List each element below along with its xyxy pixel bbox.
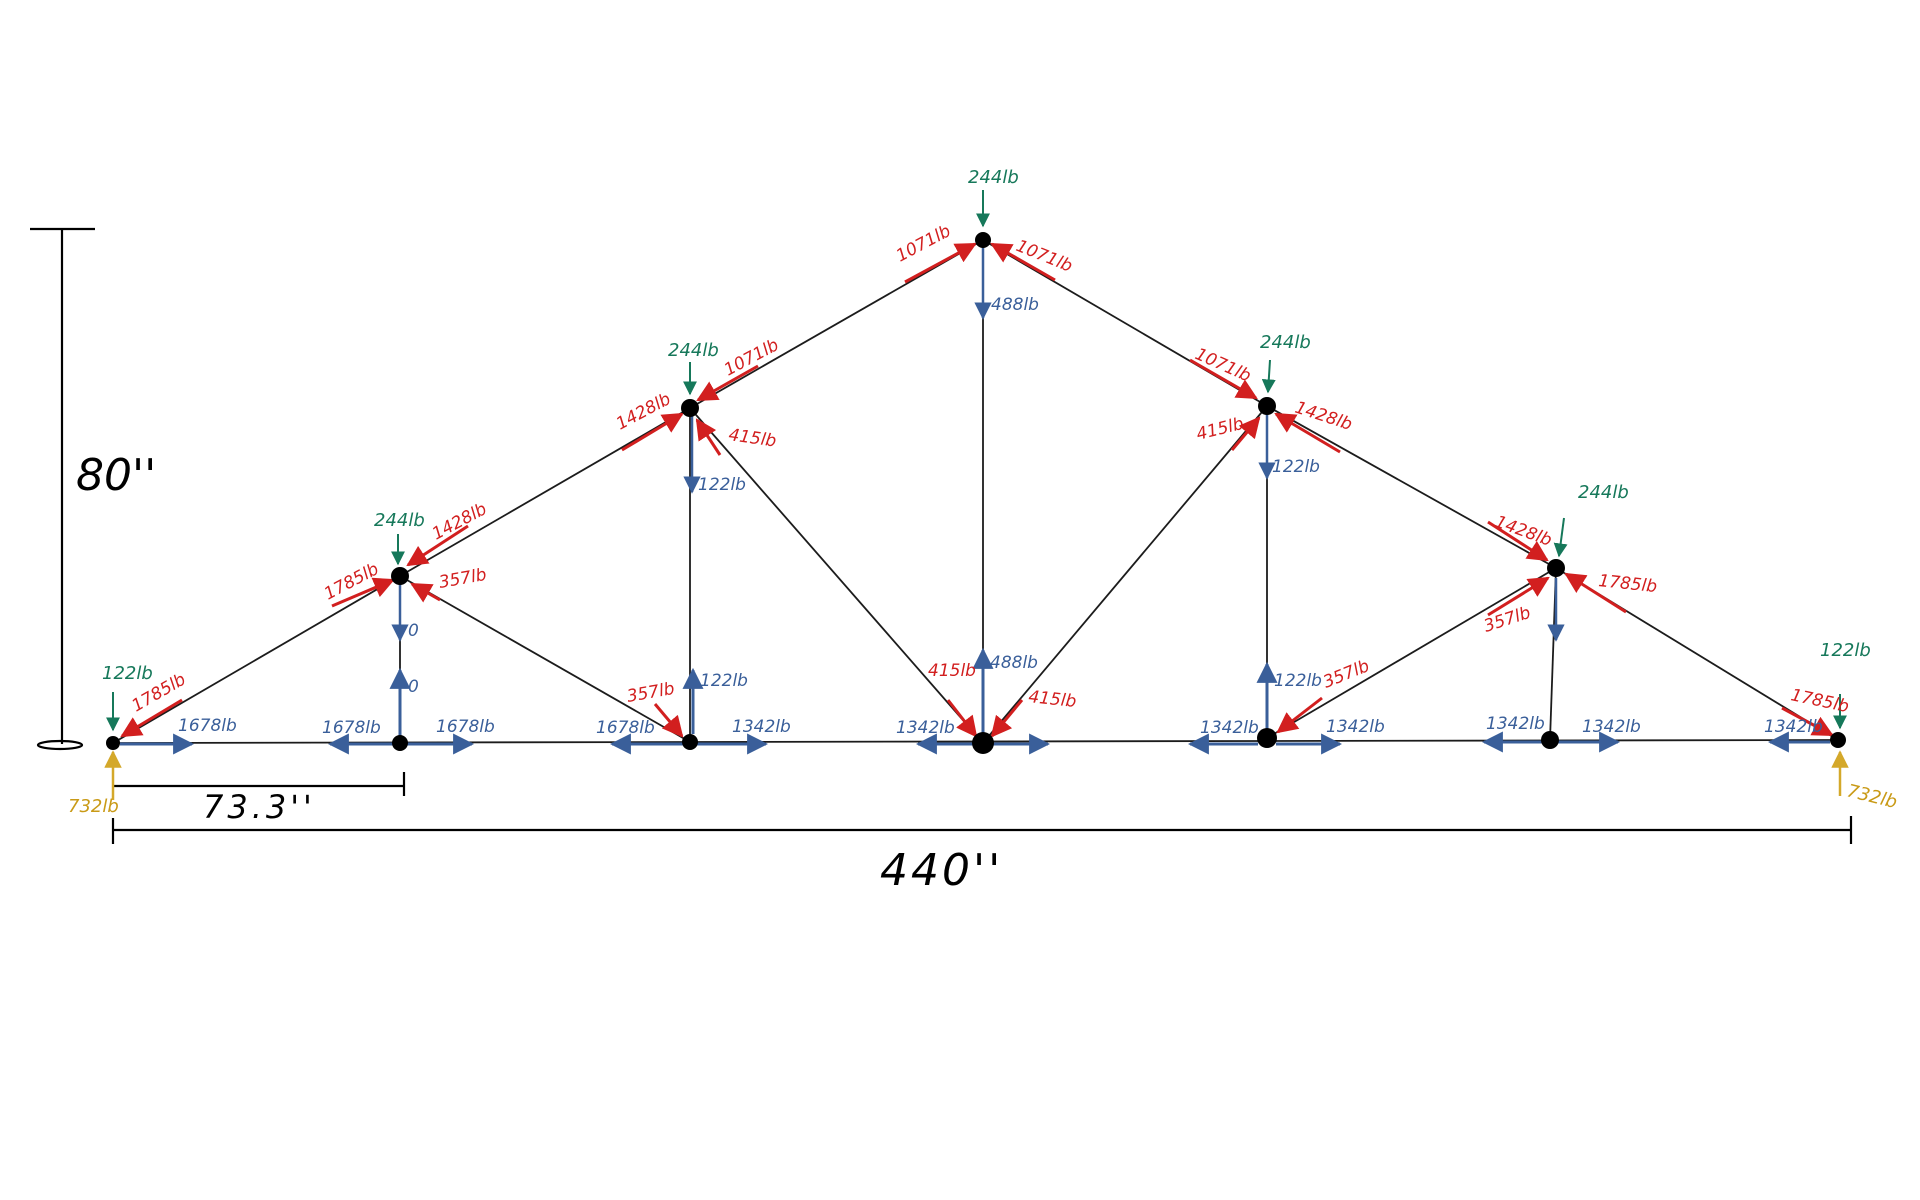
joint-right-support: [1830, 732, 1846, 748]
label-b4-left: 1342lb: [1200, 718, 1259, 738]
joint-top-4: [1258, 397, 1276, 415]
label-b5-left: 1342lb: [1486, 714, 1545, 734]
joint-bottom-1: [392, 735, 408, 751]
label-ll-diag: 357lb: [437, 565, 488, 593]
arrow-apex-right: [990, 242, 1056, 282]
joint-bottom-2: [682, 734, 698, 750]
label-b4-vert: 122lb: [1274, 671, 1322, 691]
arrow-ul-left: [621, 412, 684, 452]
label-rs-top: 1785lb: [1789, 685, 1851, 717]
arrow-b4-diag: [1276, 696, 1323, 734]
dimension-panel: 73.3'': [113, 772, 406, 826]
joint-top-5: [1547, 559, 1565, 577]
label-b2-vert: 122lb: [700, 671, 748, 691]
arrow-ur-load: [1261, 359, 1276, 394]
label-b4-right: 1342lb: [1326, 717, 1385, 737]
dimension-height: 80'': [30, 227, 156, 751]
height-dimension-bottom-tick: [36, 739, 84, 751]
label-b4-diag: 357lb: [1320, 656, 1372, 693]
arrow-b3-dl: [946, 699, 978, 738]
label-ul-vert: 122lb: [698, 475, 746, 495]
top-chord-left-1: [112, 575, 401, 744]
arrow-rr-diag: [1487, 576, 1550, 617]
label-b3-left: 1342lb: [896, 718, 955, 738]
arrow-b2-diag: [653, 703, 684, 738]
arrow-ls-top: [120, 698, 183, 738]
label-b2-diag: 357lb: [625, 679, 676, 707]
top-chord-left-2: [399, 407, 691, 577]
arrow-ll-left: [331, 577, 395, 608]
label-b5-right: 1342lb: [1582, 717, 1641, 737]
label-apex-vert: 488lb: [991, 295, 1039, 315]
label-ll-load: 244lb: [374, 510, 425, 531]
diagonal-3: [982, 405, 1268, 744]
label-rr-right: 1785lb: [1597, 571, 1658, 597]
arrow-rr-load: [1553, 517, 1568, 558]
top-chord-right-2: [1266, 405, 1557, 569]
joint-apex: [975, 232, 991, 248]
diagonal-2: [689, 407, 984, 744]
arrow-rr-top: [1487, 520, 1549, 562]
joint-bottom-5: [1541, 731, 1559, 749]
label-b1-vert: 0: [408, 677, 419, 697]
label-ls-react: 732lb: [68, 796, 119, 817]
label-rr-load: 244lb: [1578, 482, 1629, 503]
truss-joints: [106, 232, 1846, 754]
top-chord-left-3: [689, 239, 984, 409]
diagonal-1: [399, 575, 691, 743]
label-b1-right: 1678lb: [436, 717, 495, 737]
label-ul-left: 1428lb: [613, 389, 674, 434]
label-ur-vert: 122lb: [1272, 457, 1320, 477]
joint-top-2: [681, 399, 699, 417]
joint-top-1: [391, 567, 409, 585]
panel-dimension-label: 73.3'': [203, 788, 316, 826]
arrow-ll-top: [406, 524, 469, 567]
diagonal-4: [1266, 567, 1557, 739]
label-b1-left: 1678lb: [322, 718, 381, 738]
dimension-span: 440'': [111, 816, 1853, 896]
label-b3-vert: 488lb: [990, 653, 1038, 673]
joint-bottom-4: [1257, 728, 1277, 748]
arrow-rs-top: [1781, 706, 1834, 737]
joint-left-support: [106, 736, 120, 750]
height-dimension-label: 80'': [76, 450, 156, 501]
label-ls-bot: 1678lb: [178, 716, 237, 736]
label-ls-load: 122lb: [102, 663, 153, 684]
label-ul-load: 244lb: [668, 340, 719, 361]
arrow-ll-diag: [410, 582, 441, 603]
label-rs-bot: 1342lb: [1764, 717, 1823, 737]
label-apex-right: 1071lb: [1013, 236, 1075, 277]
arrow-ul-diag: [695, 418, 722, 456]
label-b2-left: 1678lb: [596, 718, 655, 738]
arrow-rr-right: [1564, 572, 1627, 614]
arrow-ur-right: [1274, 412, 1341, 454]
label-ur-load: 244lb: [1260, 332, 1311, 353]
label-b3-dl: 415lb: [928, 661, 976, 681]
arrow-ur-top: [1189, 358, 1258, 400]
joint-bottom-center: [972, 732, 994, 754]
label-ll-top: 1428lb: [429, 499, 490, 544]
arrow-ur-diag: [1230, 416, 1261, 451]
arrow-apex-left: [904, 242, 977, 284]
label-rs-load: 122lb: [1820, 640, 1871, 661]
label-b2-right: 1342lb: [732, 717, 791, 737]
arrow-ul-top: [696, 364, 759, 402]
label-ul-diag: 415lb: [727, 425, 777, 451]
arrow-b3-dr: [990, 699, 1024, 738]
span-dimension-label: 440'': [880, 845, 1003, 896]
label-rs-react: 732lb: [1845, 780, 1899, 813]
label-apex-load: 244lb: [968, 167, 1019, 188]
label-b3-dr: 415lb: [1027, 687, 1077, 712]
label-ll-vert-top: 0: [408, 621, 419, 641]
force-arrows: [104, 190, 1849, 800]
